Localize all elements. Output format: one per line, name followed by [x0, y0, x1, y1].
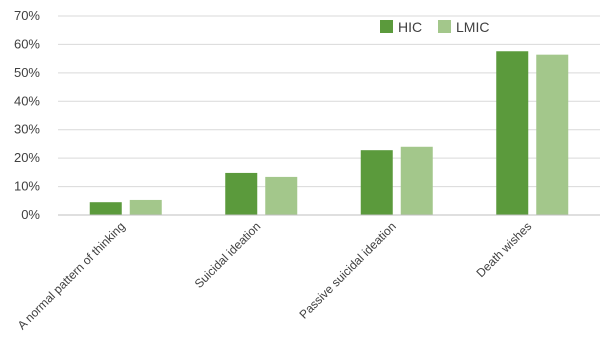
bar-lmic-2	[400, 146, 433, 215]
bar-lmic-1	[265, 176, 298, 215]
y-tick-label: 50%	[14, 65, 40, 80]
legend-swatch-hic	[380, 20, 393, 33]
category-label: A normal pattern of thinking	[15, 219, 128, 332]
y-tick-label: 0%	[21, 207, 40, 222]
category-label: Death wishes	[474, 219, 535, 280]
category-label: Passive suicidal ideation	[297, 219, 399, 321]
bar-hic-1	[225, 172, 258, 215]
category-label: Suicidal ideation	[192, 219, 264, 291]
bars	[89, 51, 569, 215]
y-tick-label: 40%	[14, 93, 40, 108]
y-tick-label: 20%	[14, 150, 40, 165]
y-tick-label: 10%	[14, 179, 40, 194]
bar-hic-2	[360, 150, 393, 215]
y-axis-tick-labels: 0% 10% 20% 30% 40% 50% 60% 70%	[14, 8, 40, 222]
legend-swatch-lmic	[438, 20, 451, 33]
legend-label-hic: HIC	[398, 19, 422, 35]
y-tick-label: 60%	[14, 36, 40, 51]
legend-label-lmic: LMIC	[456, 19, 489, 35]
bar-lmic-0	[129, 199, 162, 215]
legend: HIC LMIC	[380, 19, 489, 35]
bar-lmic-3	[536, 54, 569, 215]
y-tick-label: 70%	[14, 8, 40, 23]
bar-hic-0	[89, 202, 122, 215]
bar-hic-3	[496, 51, 529, 215]
gridlines	[58, 15, 600, 188]
x-axis-category-labels: A normal pattern of thinking Suicidal ide…	[15, 219, 535, 332]
y-tick-label: 30%	[14, 122, 40, 137]
